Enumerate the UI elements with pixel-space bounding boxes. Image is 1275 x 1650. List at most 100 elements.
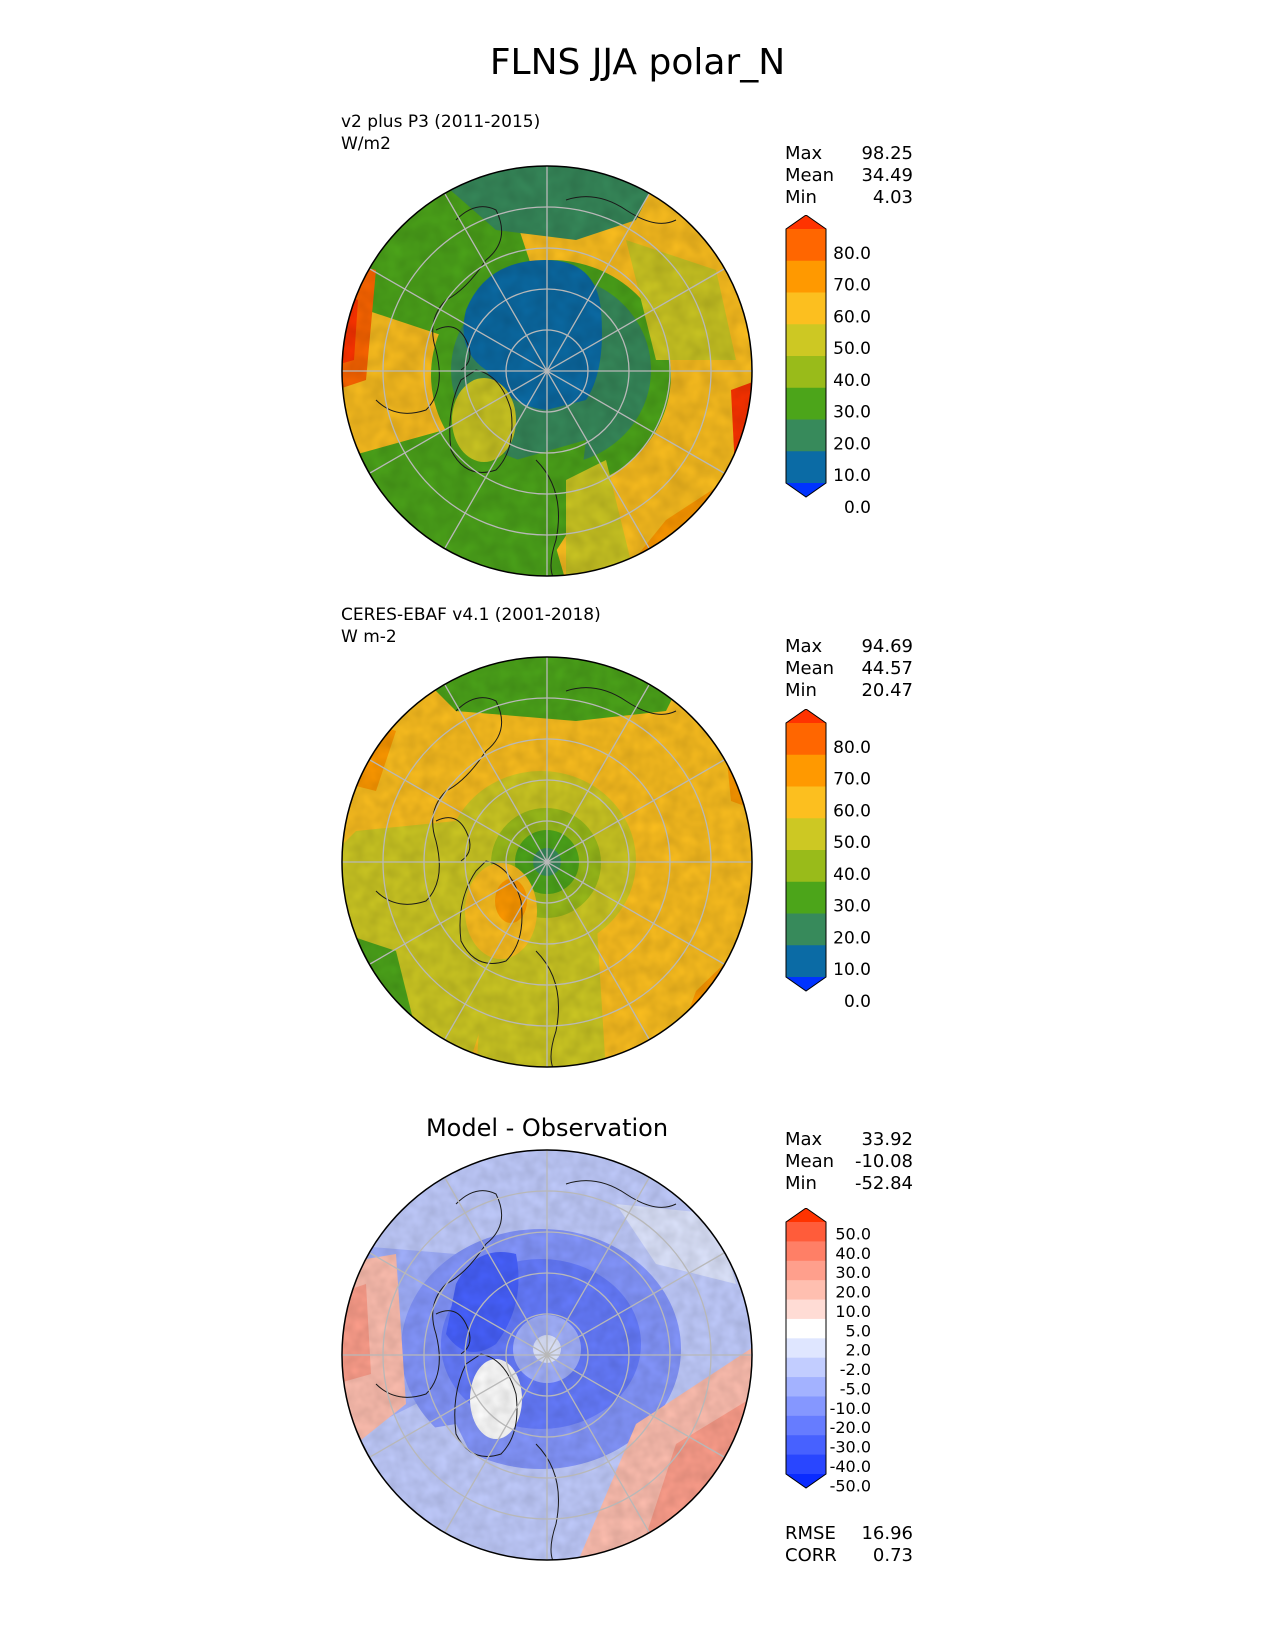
panel3-colorbar-swatch (786, 1241, 826, 1262)
panel3-colorbar-tick-label: 5.0 (846, 1321, 871, 1340)
panel3-colorbar-tick-label: 10.0 (835, 1302, 871, 1321)
panel3-stats: Max 33.92 Mean -10.08 Min -52.84 (785, 1129, 913, 1195)
panel2-stats: Max 94.69 Mean 44.57 Min 20.47 (785, 636, 913, 702)
panel3-metrics: RMSE 16.96 CORR 0.73 (785, 1523, 913, 1567)
panel1-colorbar-tick-label: 40.0 (833, 371, 871, 391)
panel2-colorbar-swatch (786, 786, 826, 819)
panel3-colorbar-tick-label: -30.0 (830, 1438, 871, 1457)
panel2-colorbar-tick-label: 0.0 (844, 992, 871, 1009)
panel3-polar-map (341, 1149, 753, 1561)
panel3-colorbar-tick-label: 2.0 (846, 1341, 871, 1360)
panel1-stats: Max 98.25 Mean 34.49 Min 4.03 (785, 143, 913, 209)
panel2-colorbar-extend-top (786, 709, 826, 723)
panel3-colorbar-extend-bottom (786, 1474, 826, 1488)
panel2-colorbar-swatch (786, 754, 826, 787)
panel3-metric-rmse: RMSE 16.96 (785, 1523, 913, 1544)
panel1-colorbar-tick-label: 80.0 (833, 244, 871, 264)
panel3-colorbar-swatch (786, 1377, 826, 1397)
panel2-colorbar-tick-label: 40.0 (833, 865, 871, 885)
panel3-colorbar-tick-label: 30.0 (835, 1263, 871, 1282)
panel2-colorbar-tick-label: 70.0 (833, 770, 871, 790)
panel1-colorbar-extend-top (786, 215, 826, 229)
panel3-colorbar-swatch (786, 1435, 826, 1456)
panel1-colorbar-swatch (786, 356, 826, 389)
panel1-polar-map (341, 165, 753, 577)
panel1-colorbar-swatch (786, 260, 826, 293)
panel2-units: W m-2 (341, 627, 397, 647)
panel2-colorbar-tick-label: 20.0 (833, 928, 871, 948)
panel1-stat-mean: Mean 34.49 (785, 165, 913, 186)
panel3-title: Model - Observation (425, 1114, 669, 1142)
panel1-colorbar-outline (785, 215, 827, 498)
panel2-colorbar-swatch (786, 850, 826, 883)
panel3-colorbar-tick-label: -20.0 (830, 1418, 871, 1437)
panel3-colorbar-tick-label: 50.0 (835, 1224, 871, 1243)
panel1-colorbar-tick-label: 20.0 (833, 434, 871, 454)
panel1-graticule (342, 166, 752, 576)
panel2-colorbar-swatch (786, 818, 826, 851)
panel1-colorbar-tick-label: 60.0 (833, 307, 871, 327)
panel2-colorbar-outline (785, 709, 827, 992)
panel3-colorbar-swatch (786, 1357, 826, 1378)
panel1-colorbar-extend-bottom (786, 483, 826, 497)
panel2-colorbar-tick-label: 80.0 (833, 738, 871, 758)
panel3-colorbar-tick-label: -5.0 (840, 1380, 871, 1399)
panel1-colorbar-swatch (786, 324, 826, 357)
panel3-graticule (342, 1150, 752, 1560)
panel3-colorbar-tick-label: -40.0 (830, 1457, 871, 1476)
panel2-graticule (342, 657, 752, 1067)
panel1-colorbar-tick-label: 70.0 (833, 276, 871, 296)
panel3-colorbar-tick-label: 20.0 (835, 1283, 871, 1302)
panel3-colorbar: 50.040.030.020.010.05.02.0-2.0-5.0-10.0-… (785, 1208, 871, 1495)
panel1-stat-max: Max 98.25 (785, 143, 913, 164)
panel2-colorbar-tick-label: 10.0 (833, 960, 871, 980)
panel3-colorbar-extend-top (786, 1208, 826, 1222)
panel3-colorbar-tick-label: -10.0 (830, 1399, 871, 1418)
panel2-colorbar-tick-label: 60.0 (833, 801, 871, 821)
panel2-stat-mean: Mean 44.57 (785, 658, 913, 679)
panel3-colorbar-swatch (786, 1299, 826, 1320)
panel3-colorbar-swatch (786, 1454, 826, 1475)
panel3-map-boundary (341, 1149, 753, 1561)
panel3-colorbar-swatch (786, 1415, 826, 1436)
panel1-colorbar-swatch (786, 451, 826, 484)
panel2-map-boundary (341, 656, 753, 1068)
panel1-title-block: v2 plus P3 (2011-2015) W/m2 (341, 111, 540, 155)
panel2-colorbar-extend-bottom (786, 977, 826, 991)
panel1-colorbar-tick-label: 0.0 (844, 498, 871, 515)
panel2-stat-min: Min 20.47 (785, 680, 913, 701)
panel3-colorbar-outline (785, 1208, 827, 1489)
panel3-colorbar-tick-label: -2.0 (840, 1360, 871, 1379)
panel2-colorbar-swatch (786, 913, 826, 946)
panel3-colorbar-swatch (786, 1222, 826, 1242)
panel2-colorbar-swatch (786, 881, 826, 914)
panel2-colorbar: 80.0 70.0 60.0 50.0 40.0 30.0 20.0 10.0 0.0 (785, 709, 871, 1009)
panel3-colorbar-swatch (786, 1318, 826, 1339)
panel2-polar-map (341, 656, 753, 1068)
panel1-colorbar-swatch (786, 292, 826, 325)
panel2-title-block: CERES-EBAF v4.1 (2001-2018) W m-2 (341, 604, 601, 648)
panel3-colorbar-swatch (786, 1280, 826, 1301)
panel3-colorbar-swatch (786, 1260, 826, 1281)
panel2-colorbar-tick-label: 50.0 (833, 833, 871, 853)
panel1-stat-min: Min 4.03 (785, 187, 913, 208)
panel2-colorbar-swatch (786, 945, 826, 978)
panel1-colorbar: 80.0 70.0 60.0 50.0 40.0 30.0 20.0 10.0 0.0 (785, 215, 871, 515)
panel2-title: CERES-EBAF v4.1 (2001-2018) (341, 605, 601, 625)
panel3-stat-max: Max 33.92 (785, 1129, 913, 1150)
panel2-colorbar-swatch (786, 723, 826, 756)
panel2-colorbar-tick-label: 30.0 (833, 897, 871, 917)
panel1-map-boundary (341, 165, 753, 577)
panel3-colorbar-tick-label: 40.0 (835, 1244, 871, 1263)
panel3-colorbar-swatch (786, 1396, 826, 1417)
panel1-units: W/m2 (341, 134, 391, 154)
panel3-metric-corr: CORR 0.73 (785, 1545, 913, 1566)
panel2-stat-max: Max 94.69 (785, 636, 913, 657)
panel1-colorbar-tick-label: 30.0 (833, 403, 871, 423)
panel3-colorbar-swatch (786, 1338, 826, 1359)
panel1-colorbar-swatch (786, 387, 826, 420)
panel1-colorbar-swatch (786, 419, 826, 452)
panel1-colorbar-tick-label: 10.0 (833, 466, 871, 486)
panel3-colorbar-tick-label: -50.0 (830, 1476, 871, 1495)
panel3-stat-mean: Mean -10.08 (785, 1151, 913, 1172)
